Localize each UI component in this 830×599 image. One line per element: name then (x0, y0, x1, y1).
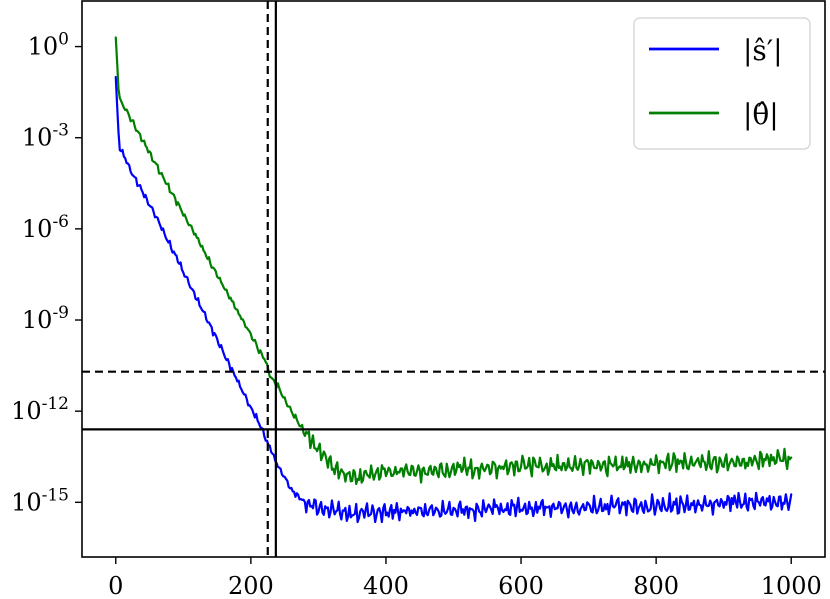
legend-box (633, 17, 811, 150)
x-tick-label-5: 1000 (761, 572, 822, 599)
legend-label-s-prime: |ŝ′| (743, 34, 783, 67)
y-tick-label-0: 100 (28, 30, 69, 61)
y-tick-label-3: 10-9 (22, 303, 69, 334)
x-tick-label-3: 600 (498, 572, 544, 599)
y-tick-label-4: 10-12 (11, 394, 69, 425)
x-tick-label-4: 800 (633, 572, 679, 599)
legend-label-theta: |θ̂| (743, 98, 779, 131)
x-tick-label-1: 200 (228, 572, 274, 599)
series-line-1 (114, 36, 793, 486)
x-tick-label-2: 400 (363, 572, 409, 599)
x-tick-label-0: 0 (108, 572, 123, 599)
y-tick-label-5: 10-15 (11, 485, 69, 516)
y-tick-label-2: 10-6 (22, 212, 69, 243)
series-line-0 (114, 75, 793, 524)
y-tick-label-1: 10-3 (22, 121, 69, 152)
plot-content (82, 1, 825, 557)
plot-frame (81, 0, 826, 558)
legend: |ŝ′| |θ̂| (633, 17, 811, 150)
